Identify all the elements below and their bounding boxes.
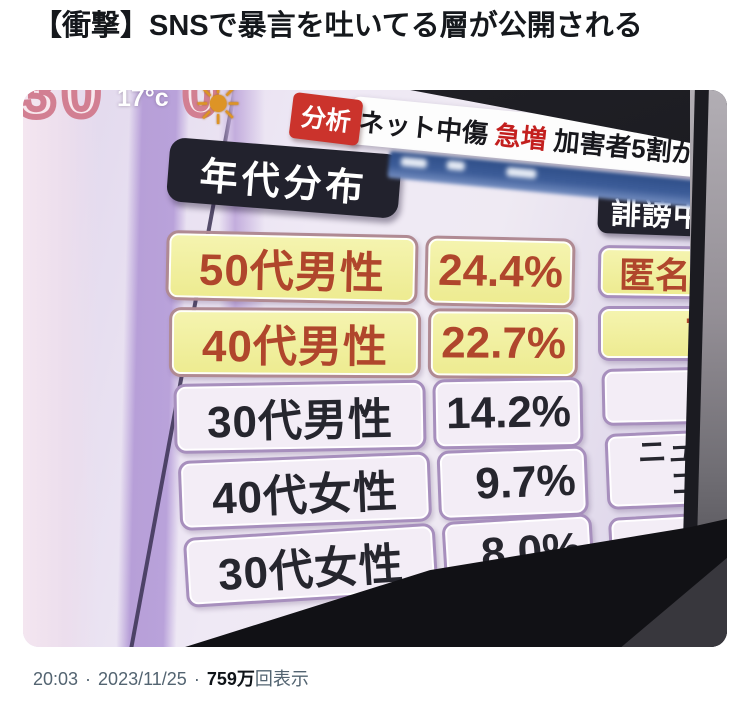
table-row: 30代男性 14.2% [173, 376, 606, 454]
post-date: 2023/11/25 [98, 669, 187, 689]
age-group-label: 30代男性 [173, 379, 427, 454]
broadcast-clock-digit: 0 [180, 90, 222, 132]
post-title: 【衝撃】SNSで暴言を吐いてる層が公開される [33, 10, 643, 42]
views-suffix: 回表示 [254, 669, 309, 689]
temperature-readout: 17°c [117, 90, 169, 112]
views-count: 759万 [206, 669, 255, 689]
percentage-value: 22.7% [427, 308, 579, 380]
broadcast-clock-digits: 30 [23, 90, 107, 134]
post-time: 20:03 [33, 669, 79, 689]
post-meta: 20:03 · 2023/11/25 · 759万 回表示 [33, 665, 309, 691]
age-group-label: 50代男性 [165, 230, 419, 306]
table-row: 40代男性 22.7% [168, 307, 606, 380]
tv-photo[interactable]: 30 0 17°c ☀ 分析 ネット中傷 急増 加害者5割が 中高年男性 年代分… [23, 90, 727, 647]
age-group-label: 40代女性 [177, 451, 433, 531]
table-row: 50代男性 24.4% [165, 230, 606, 309]
separator-dot: · [85, 669, 92, 689]
percentage-value: 9.7% [436, 445, 590, 522]
percentage-value: 14.2% [432, 376, 584, 450]
studio-backdrop-band [23, 90, 99, 647]
sun-weather-icon: ☀ [193, 90, 244, 136]
headline-emphasis-text: 急増 [493, 119, 549, 155]
age-group-label: 40代男性 [168, 307, 422, 379]
percentage-value: 24.4% [424, 235, 576, 309]
separator-dot: · [193, 669, 200, 689]
headline-text: ネット中傷 [357, 106, 490, 150]
analysis-badge: 分析 [288, 91, 364, 147]
